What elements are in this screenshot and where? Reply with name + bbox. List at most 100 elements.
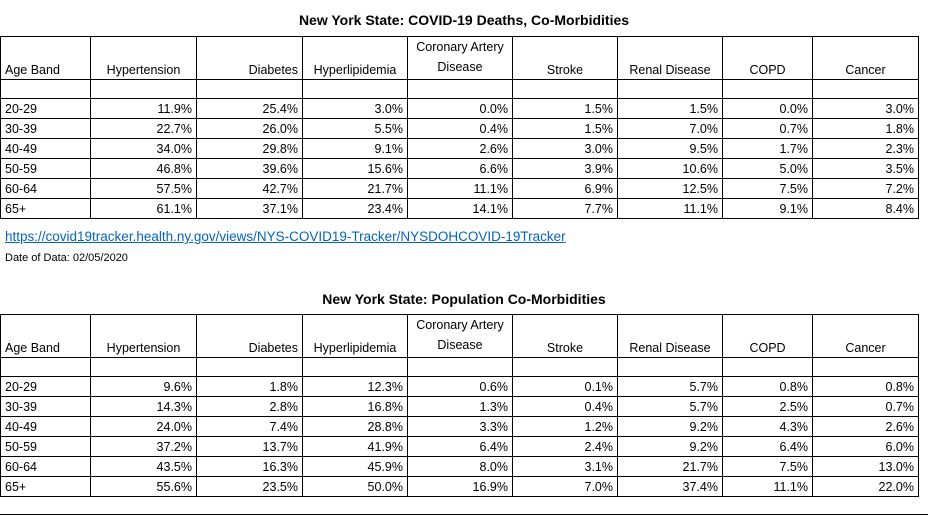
value-cell-copd: 0.8% — [722, 376, 813, 397]
empty-cell — [196, 79, 303, 99]
value-cell-diabetes: 1.8% — [196, 376, 303, 397]
table-row: 60-64 43.5% 16.3% 45.9% 8.0% 3.1% 21.7% 7.5% 13.… — [0, 456, 919, 477]
age-band-cell: 60-64 — [0, 178, 91, 199]
age-band-cell: 20-29 — [0, 98, 91, 119]
value-cell-cancer: 1.8% — [812, 118, 919, 139]
value-cell-coronary-artery-disease: 3.3% — [407, 416, 513, 437]
source-link[interactable]: https://covid19tracker.health.ny.gov/vie… — [5, 229, 566, 244]
value-cell-hyperlipidemia: 23.4% — [302, 198, 408, 219]
value-cell-renal-disease: 37.4% — [617, 476, 723, 497]
column-header-renal-disease: Renal Disease — [617, 314, 723, 358]
value-cell-copd: 2.5% — [722, 396, 813, 417]
value-cell-copd: 0.0% — [722, 98, 813, 119]
value-cell-hyperlipidemia: 15.6% — [302, 158, 408, 179]
value-cell-hyperlipidemia: 16.8% — [302, 396, 408, 417]
value-cell-hypertension: 61.1% — [90, 198, 197, 219]
value-cell-renal-disease: 1.5% — [617, 98, 723, 119]
value-cell-hyperlipidemia: 45.9% — [302, 456, 408, 477]
value-cell-renal-disease: 10.6% — [617, 158, 723, 179]
empty-cell — [407, 79, 513, 99]
column-header-renal-disease: Renal Disease — [617, 36, 723, 80]
value-cell-diabetes: 2.8% — [196, 396, 303, 417]
value-cell-coronary-artery-disease: 6.6% — [407, 158, 513, 179]
value-cell-hyperlipidemia: 5.5% — [302, 118, 408, 139]
column-header-cancer: Cancer — [812, 36, 919, 80]
value-cell-cancer: 13.0% — [812, 456, 919, 477]
empty-cell — [407, 357, 513, 377]
value-cell-coronary-artery-disease: 0.4% — [407, 118, 513, 139]
value-cell-diabetes: 39.6% — [196, 158, 303, 179]
table-row: 20-29 11.9% 25.4% 3.0% 0.0% 1.5% 1.5% 0.0% 3.0% — [0, 98, 919, 119]
value-cell-renal-disease: 9.2% — [617, 436, 723, 457]
population-table-title: New York State: Population Co-Morbiditie… — [322, 291, 606, 307]
value-cell-coronary-artery-disease: 0.0% — [407, 98, 513, 119]
blank-row — [0, 357, 919, 377]
value-cell-copd: 4.3% — [722, 416, 813, 437]
value-cell-hyperlipidemia: 3.0% — [302, 98, 408, 119]
value-cell-stroke: 1.2% — [512, 416, 618, 437]
column-header-copd: COPD — [722, 36, 813, 80]
value-cell-coronary-artery-disease: 11.1% — [407, 178, 513, 199]
table-row: 65+ 61.1% 37.1% 23.4% 14.1% 7.7% 11.1% 9.1% 8.4% — [0, 198, 919, 219]
value-cell-coronary-artery-disease: 8.0% — [407, 456, 513, 477]
empty-cell — [90, 357, 197, 377]
value-cell-coronary-artery-disease: 14.1% — [407, 198, 513, 219]
value-cell-hyperlipidemia: 12.3% — [302, 376, 408, 397]
column-header-coronary-artery-disease: Coronary Artery Disease — [407, 36, 513, 80]
empty-cell — [812, 79, 919, 99]
value-cell-stroke: 3.9% — [512, 158, 618, 179]
value-cell-stroke: 3.0% — [512, 138, 618, 159]
value-cell-copd: 7.5% — [722, 178, 813, 199]
column-header-age-band: Age Band — [0, 314, 91, 358]
value-cell-stroke: 6.9% — [512, 178, 618, 199]
empty-cell — [0, 357, 91, 377]
age-band-cell: 65+ — [0, 476, 91, 497]
empty-cell — [722, 79, 813, 99]
value-cell-coronary-artery-disease: 2.6% — [407, 138, 513, 159]
value-cell-diabetes: 29.8% — [196, 138, 303, 159]
column-header-age-band: Age Band — [0, 36, 91, 80]
value-cell-hyperlipidemia: 50.0% — [302, 476, 408, 497]
value-cell-hypertension: 14.3% — [90, 396, 197, 417]
table-row: 30-39 14.3% 2.8% 16.8% 1.3% 0.4% 5.7% 2.5% 0.7% — [0, 396, 919, 417]
age-band-cell: 30-39 — [0, 396, 91, 417]
empty-cell — [302, 357, 408, 377]
value-cell-stroke: 3.1% — [512, 456, 618, 477]
column-header-diabetes: Diabetes — [196, 314, 303, 358]
column-header-hyperlipidemia: Hyperlipidemia — [302, 36, 408, 80]
value-cell-copd: 1.7% — [722, 138, 813, 159]
value-cell-renal-disease: 12.5% — [617, 178, 723, 199]
empty-cell — [812, 357, 919, 377]
empty-cell — [512, 79, 618, 99]
value-cell-hyperlipidemia: 9.1% — [302, 138, 408, 159]
date-of-data: Date of Data: 02/05/2020 — [5, 252, 128, 264]
value-cell-copd: 5.0% — [722, 158, 813, 179]
deaths-comorbidities-table: Age Band Hypertension Diabetes Hyperlipidem… — [0, 36, 919, 219]
table-row: 40-49 24.0% 7.4% 28.8% 3.3% 1.2% 9.2% 4.3% 2.6% — [0, 416, 919, 437]
value-cell-hypertension: 24.0% — [90, 416, 197, 437]
value-cell-diabetes: 37.1% — [196, 198, 303, 219]
empty-cell — [90, 79, 197, 99]
deaths-table-title: New York State: COVID-19 Deaths, Co-Morb… — [298, 12, 630, 28]
value-cell-copd: 11.1% — [722, 476, 813, 497]
empty-cell — [302, 79, 408, 99]
age-band-cell: 40-49 — [0, 416, 91, 437]
bottom-border — [0, 514, 928, 515]
value-cell-cancer: 3.0% — [812, 98, 919, 119]
value-cell-renal-disease: 5.7% — [617, 376, 723, 397]
value-cell-stroke: 7.7% — [512, 198, 618, 219]
table-row: 65+ 55.6% 23.5% 50.0% 16.9% 7.0% 37.4% 11.1% 22.… — [0, 476, 919, 497]
value-cell-stroke: 0.4% — [512, 396, 618, 417]
empty-cell — [617, 79, 723, 99]
value-cell-cancer: 7.2% — [812, 178, 919, 199]
value-cell-cancer: 2.3% — [812, 138, 919, 159]
table-row: 50-59 46.8% 39.6% 15.6% 6.6% 3.9% 10.6% 5.0% 3.5… — [0, 158, 919, 179]
empty-cell — [196, 357, 303, 377]
value-cell-diabetes: 42.7% — [196, 178, 303, 199]
value-cell-copd: 0.7% — [722, 118, 813, 139]
value-cell-coronary-artery-disease: 16.9% — [407, 476, 513, 497]
value-cell-coronary-artery-disease: 1.3% — [407, 396, 513, 417]
value-cell-renal-disease: 7.0% — [617, 118, 723, 139]
value-cell-stroke: 2.4% — [512, 436, 618, 457]
empty-cell — [512, 357, 618, 377]
